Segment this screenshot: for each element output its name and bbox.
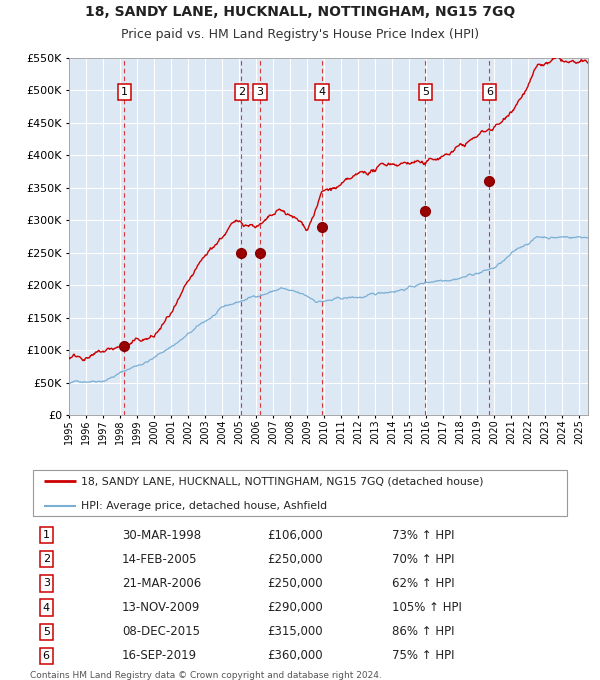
Text: 18, SANDY LANE, HUCKNALL, NOTTINGHAM, NG15 7GQ (detached house): 18, SANDY LANE, HUCKNALL, NOTTINGHAM, NG… bbox=[82, 476, 484, 486]
Text: HPI: Average price, detached house, Ashfield: HPI: Average price, detached house, Ashf… bbox=[82, 501, 328, 511]
Text: 2: 2 bbox=[238, 87, 245, 97]
Text: 18, SANDY LANE, HUCKNALL, NOTTINGHAM, NG15 7GQ: 18, SANDY LANE, HUCKNALL, NOTTINGHAM, NG… bbox=[85, 5, 515, 19]
Text: 1: 1 bbox=[43, 530, 50, 540]
Text: 21-MAR-2006: 21-MAR-2006 bbox=[122, 577, 201, 590]
Text: £315,000: £315,000 bbox=[268, 625, 323, 639]
Text: Contains HM Land Registry data © Crown copyright and database right 2024.: Contains HM Land Registry data © Crown c… bbox=[30, 671, 382, 680]
Text: 2: 2 bbox=[43, 554, 50, 564]
Text: £106,000: £106,000 bbox=[268, 528, 323, 541]
Text: 13-NOV-2009: 13-NOV-2009 bbox=[122, 601, 200, 614]
Text: 5: 5 bbox=[43, 627, 50, 636]
Text: £290,000: £290,000 bbox=[268, 601, 323, 614]
Text: 6: 6 bbox=[43, 651, 50, 661]
Text: £250,000: £250,000 bbox=[268, 577, 323, 590]
Text: Price paid vs. HM Land Registry's House Price Index (HPI): Price paid vs. HM Land Registry's House … bbox=[121, 28, 479, 41]
Text: 75% ↑ HPI: 75% ↑ HPI bbox=[392, 649, 454, 662]
Text: 5: 5 bbox=[422, 87, 429, 97]
Text: 70% ↑ HPI: 70% ↑ HPI bbox=[392, 553, 454, 566]
Text: £250,000: £250,000 bbox=[268, 553, 323, 566]
Text: 3: 3 bbox=[256, 87, 263, 97]
Text: 4: 4 bbox=[319, 87, 326, 97]
Text: 16-SEP-2019: 16-SEP-2019 bbox=[122, 649, 197, 662]
Text: 73% ↑ HPI: 73% ↑ HPI bbox=[392, 528, 454, 541]
Text: 6: 6 bbox=[486, 87, 493, 97]
Text: 86% ↑ HPI: 86% ↑ HPI bbox=[392, 625, 454, 639]
Text: 1: 1 bbox=[121, 87, 128, 97]
Text: 62% ↑ HPI: 62% ↑ HPI bbox=[392, 577, 454, 590]
Text: 4: 4 bbox=[43, 602, 50, 613]
Text: 3: 3 bbox=[43, 579, 50, 588]
Text: £360,000: £360,000 bbox=[268, 649, 323, 662]
Text: 105% ↑ HPI: 105% ↑ HPI bbox=[392, 601, 461, 614]
Text: 14-FEB-2005: 14-FEB-2005 bbox=[122, 553, 197, 566]
Text: 30-MAR-1998: 30-MAR-1998 bbox=[122, 528, 201, 541]
Text: 08-DEC-2015: 08-DEC-2015 bbox=[122, 625, 200, 639]
